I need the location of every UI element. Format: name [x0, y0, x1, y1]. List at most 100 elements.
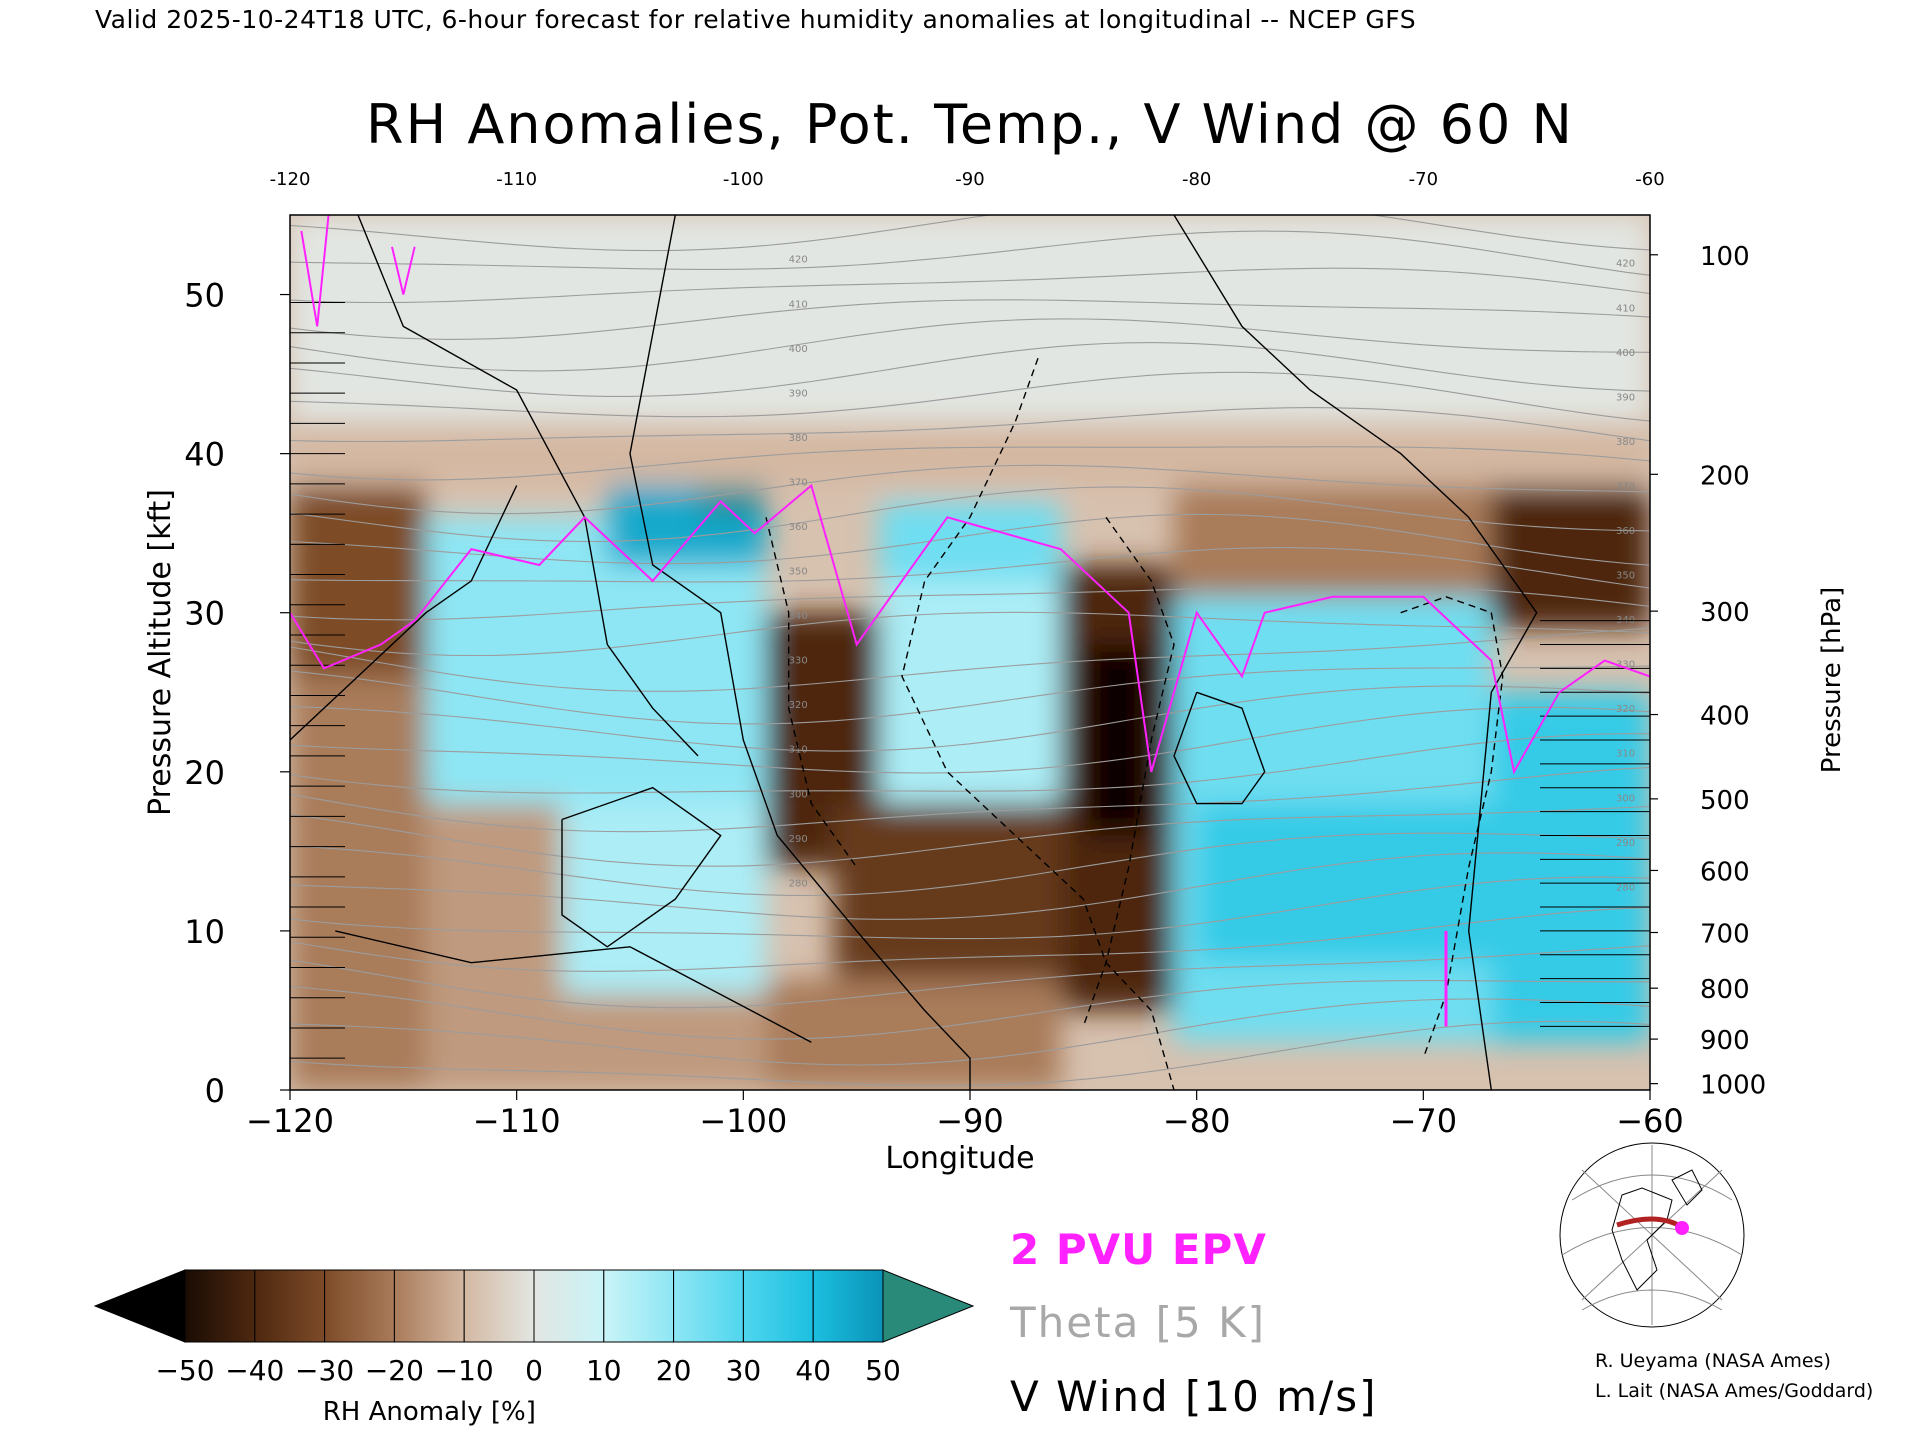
theta-label: 390 — [1616, 392, 1635, 403]
pressure-tick-label: 900 — [1700, 1026, 1750, 1056]
colorbar: −50 −40 −30 −20 −10 0 10 20 30 40 50 RH Anomaly [%] — [93, 1269, 975, 1427]
theta-line — [290, 706, 1650, 774]
x-tick-label: −80 — [1163, 1102, 1231, 1140]
theta-line — [290, 513, 1650, 566]
theta-line — [290, 945, 1650, 1009]
theta-label: 330 — [1616, 660, 1635, 671]
theta-line — [290, 215, 1650, 252]
colorbar-tick-label: 50 — [865, 1354, 901, 1387]
x-axis-label: Longitude — [885, 1141, 1034, 1176]
pressure-tick-label: 1000 — [1700, 1071, 1766, 1101]
top-tick-label: -120 — [270, 169, 311, 190]
axes: −120 -120 −110 -110 −100 -100 −90 -90 −80 -80 −70 -… — [143, 169, 1847, 1176]
rh-region-21 — [290, 421, 1650, 486]
colorbar-tick-label: −20 — [365, 1354, 424, 1387]
v-wind-contour — [629, 215, 971, 1090]
theta-line — [290, 299, 1650, 340]
rh-region-8 — [471, 994, 766, 1090]
colorbar-tick-label: 30 — [726, 1354, 762, 1387]
theta-label: 320 — [789, 700, 808, 711]
v-wind-contour — [901, 357, 1175, 1090]
y-tick-label: 0 — [205, 1072, 225, 1110]
credit-line-2: L. Lait (NASA Ames/Goddard) — [1595, 1380, 1874, 1402]
legend-vwind: V Wind [10 m/s] — [1010, 1372, 1378, 1421]
v-wind-contour — [1173, 691, 1266, 805]
theta-label: 320 — [1616, 704, 1635, 715]
x-tick-label: −100 — [699, 1102, 787, 1140]
y-tick-label: 20 — [184, 754, 225, 792]
colorbar-tick-label: −40 — [225, 1354, 284, 1387]
x-tick-label: −70 — [1390, 1102, 1458, 1140]
x-tick-label: −110 — [473, 1102, 561, 1140]
pressure-tick-label: 400 — [1700, 702, 1750, 732]
theta-label: 370 — [1616, 481, 1635, 492]
theta-label: 300 — [1616, 793, 1635, 804]
epv-2pvu-layer — [290, 215, 1650, 1027]
colorbar-tick-label: 0 — [525, 1354, 543, 1387]
theta-line — [290, 906, 1650, 972]
theta-line — [290, 464, 1650, 515]
rh-region-20 — [1174, 485, 1492, 597]
theta-label: 290 — [789, 834, 808, 845]
colorbar-bin — [603, 1269, 675, 1343]
v-wind-contour — [290, 485, 518, 741]
v-wind-contour — [1173, 215, 1538, 1090]
pressure-tick-label: 700 — [1700, 920, 1750, 950]
theta-label: 400 — [789, 344, 808, 355]
top-tick-label: -60 — [1635, 169, 1664, 190]
top-tick-label: -80 — [1182, 169, 1211, 190]
theta-line — [290, 318, 1650, 372]
rh-region-15 — [1083, 644, 1152, 836]
pressure-tick-label: 500 — [1700, 786, 1750, 816]
rh-region-12 — [766, 978, 1061, 1090]
locator-map — [1559, 1142, 1745, 1328]
colorbar-tick-label: −30 — [295, 1354, 354, 1387]
top-tick-label: -100 — [723, 169, 764, 190]
theta-line — [290, 685, 1650, 752]
theta-line — [290, 342, 1650, 397]
rh-region-11 — [834, 803, 1061, 979]
theta-label: 410 — [789, 299, 808, 310]
pressure-tick-label: 100 — [1700, 242, 1750, 272]
theta-label: 360 — [789, 522, 808, 533]
theta-line — [290, 371, 1650, 422]
theta-line — [290, 876, 1650, 940]
v-wind-contours — [290, 215, 1650, 1090]
pressure-tick-label: 800 — [1700, 975, 1750, 1005]
epv-2pvu-line — [290, 483, 1650, 775]
rh-region-10 — [879, 580, 1061, 804]
pressure-tick-label: 200 — [1700, 461, 1750, 491]
pressure-tick-label: 300 — [1700, 598, 1750, 628]
theta-label: 390 — [789, 388, 808, 399]
top-tick-label: -90 — [955, 169, 984, 190]
theta-label: 380 — [789, 433, 808, 444]
colorbar-bin — [812, 1269, 884, 1343]
theta-line — [290, 486, 1650, 543]
v-wind-contour — [765, 517, 858, 868]
rh-anomaly-field — [290, 215, 1650, 1090]
chart-title: RH Anomalies, Pot. Temp., V Wind @ 60 N — [366, 93, 1574, 156]
theta-line — [290, 230, 1650, 276]
colorbar-tick-label: −50 — [155, 1354, 214, 1387]
theta-line — [290, 733, 1650, 794]
theta-line — [290, 547, 1650, 589]
theta-line — [290, 852, 1650, 920]
theta-line — [290, 980, 1650, 1040]
theta-label: 360 — [1616, 526, 1635, 537]
theta-label: 310 — [1616, 749, 1635, 760]
theta-label: 310 — [789, 745, 808, 756]
colorbar-tick-label: 20 — [656, 1354, 692, 1387]
theta-line — [290, 267, 1650, 304]
x-tick-label: −120 — [246, 1102, 334, 1140]
theta-label: 280 — [1616, 882, 1635, 893]
theta-label: 340 — [789, 611, 808, 622]
theta-label: 350 — [1616, 571, 1635, 582]
theta-label: 330 — [789, 656, 808, 667]
theta-isentropes: 420 420 410 410 400 400 390 390 380 380 370 370 360 3… — [290, 215, 1650, 1087]
colorbar-bin — [324, 1269, 395, 1343]
colorbar-bin — [184, 1269, 256, 1343]
theta-label: 350 — [789, 567, 808, 578]
epv-fragment — [300, 215, 330, 327]
y-tick-label: 40 — [184, 436, 225, 474]
theta-label: 370 — [789, 477, 808, 488]
